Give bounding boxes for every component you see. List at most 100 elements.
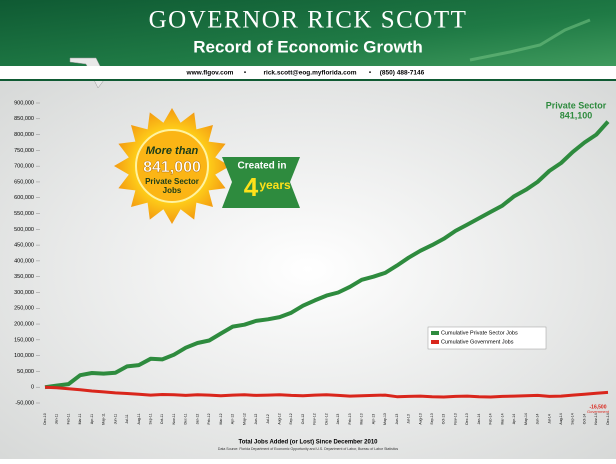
y-tick-label: 450,000 [14,243,34,249]
x-tick-group: Jun-11 [113,414,117,424]
x-tick-group: Dec-11 [184,413,188,424]
x-tick-group: May-13 [383,413,387,425]
x-tick-label: Apr-12 [231,414,235,425]
x-tick-label: Jan-12 [195,414,199,425]
x-tick-label: Jul-14 [547,414,551,424]
x-tick-group: Nov-12 [313,413,317,424]
x-tick-group: Oct-14 [582,414,586,425]
x-tick-group: Aug-11 [137,413,141,424]
x-tick-group: Feb-14 [489,413,493,424]
x-tick-label: Nov-14 [594,413,598,424]
ribbon-text: years [259,178,291,192]
x-tick-group: Sep-14 [571,413,575,424]
contact-strip [0,66,616,80]
gov-annotation: -16,500 [590,404,607,410]
badge-caption: Private Sector Jobs [145,177,199,195]
x-tick-group: Dec-12 [324,413,328,424]
x-tick-label: Feb-11 [66,414,70,425]
x-tick-label: Oct-11 [160,414,164,424]
separator: • [369,70,372,77]
x-tick-label: Jun-13 [395,414,399,425]
legend-label: Cumulative Government Jobs [441,339,514,345]
x-tick-group: Mar-11 [78,414,82,425]
x-tick-label: Jun-12 [254,414,258,425]
x-tick-label: Feb-13 [348,413,352,424]
x-tick-label: Aug-11 [137,413,141,424]
legend: Cumulative Private Sector Jobs Cumulativ… [427,326,547,350]
x-tick-label: Jul-12 [266,414,270,424]
x-tick-label: Jan-13 [336,414,340,425]
x-tick-group: Sep-12 [289,413,293,424]
y-tick-label: 0 [31,385,34,391]
x-tick-group: Apr-13 [371,414,375,425]
x-tick-group: Sep-11 [148,413,152,424]
x-tick-group: May-14 [524,413,528,425]
x-tick-group: Dec-10 [43,413,47,424]
y-tick-label: 50,000 [17,369,34,375]
x-tick-group: Jun-12 [254,414,258,425]
x-tick-label: Jan-11 [55,414,59,424]
x-tick-group: Apr-14 [512,414,516,425]
y-tick-label: 700,000 [14,164,34,170]
ribbon-number: 4 [244,172,259,202]
x-tick-label: Jul-11 [125,414,129,423]
x-tick-label: Mar-13 [360,413,364,424]
x-tick-label: Mar-14 [500,413,504,424]
x-tick-group: May-12 [242,413,246,425]
y-tick-label: -50,000 [15,400,34,406]
y-tick-label: 800,000 [14,132,34,138]
ribbon: Created in 4 years [222,157,300,208]
x-tick-label: Nov-12 [313,413,317,424]
y-tick-label: 150,000 [14,337,34,343]
x-tick-label: Dec-11 [184,413,188,424]
x-tick-label: Feb-12 [207,413,211,424]
x-tick-group: Jan-13 [336,414,340,425]
x-tick-label: Jan-14 [477,414,481,425]
series-line [44,385,609,399]
y-tick-label: 200,000 [14,322,34,328]
legend-swatch [431,340,439,344]
contact: rick.scott@eog.myflorida.com [263,70,356,77]
x-tick-label: Sep-12 [289,413,293,424]
x-tick-group: Nov-14 [594,413,598,424]
x-tick-label: Nov-11 [172,413,176,424]
x-tick-label: May-13 [383,413,387,425]
x-tick-group: Nov-11 [172,413,176,424]
x-tick-label: Jul-13 [407,414,411,424]
x-tick-group: Sep-13 [430,413,434,424]
x-tick-label: May-11 [102,413,106,424]
x-tick-label: Sep-13 [430,413,434,424]
x-tick-label: Dec-13 [465,413,469,424]
y-tick-label: 650,000 [14,179,34,185]
x-tick-group: Jul-12 [266,414,270,424]
x-tick-group: Jan-11 [55,414,59,424]
x-tick-label: Oct-13 [442,414,446,425]
x-tick-group: Jul-11 [125,414,129,423]
x-tick-group: Apr-12 [231,414,235,425]
y-tick-label: 750,000 [14,148,34,154]
badge-caption-text: Private Sector Jobs [145,177,199,195]
end-annotation: Private Sector [546,100,607,110]
x-tick-group: Jun-13 [395,414,399,425]
x-tick-group: Aug-12 [278,413,282,424]
y-tick-label: 850,000 [14,116,34,122]
x-tick-label: Aug-13 [418,413,422,424]
x-tick-label: Dec-10 [43,413,47,424]
x-tick-group: Oct-13 [442,414,446,425]
x-tick-group: Mar-13 [360,413,364,424]
y-tick-label: 550,000 [14,211,34,217]
y-tick-label: 250,000 [14,306,34,312]
separator: • [244,70,247,77]
x-tick-group: Feb-13 [348,413,352,424]
x-tick-group: Nov-13 [453,413,457,424]
x-tick-label: Sep-11 [148,413,152,424]
contact: (850) 488-7146 [380,70,425,77]
x-tick-label: Jun-11 [113,414,117,424]
series-line [44,120,610,390]
title: GOVERNOR RICK SCOTT [149,7,468,34]
x-tick-label: Feb-14 [489,413,493,424]
x-tick-label: Oct-14 [582,414,586,425]
y-tick-label: 100,000 [14,353,34,359]
legend-box [427,326,547,350]
